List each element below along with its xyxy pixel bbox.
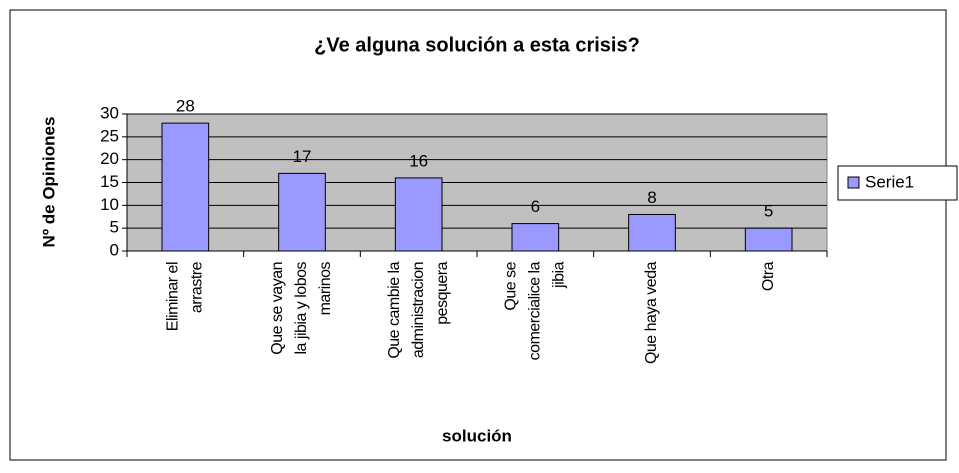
data-label: 5 xyxy=(764,202,773,221)
y-tick-label: 30 xyxy=(100,103,119,122)
x-tick-label: Eliminar el xyxy=(165,262,182,331)
bar xyxy=(278,172,326,252)
data-label: 16 xyxy=(409,151,428,170)
bar xyxy=(744,227,793,252)
x-axis-label: solución xyxy=(442,426,512,445)
data-label: 6 xyxy=(531,197,540,216)
x-tick-label: marinos xyxy=(317,262,334,316)
y-tick-label: 10 xyxy=(100,195,119,214)
x-tick-label: Que se xyxy=(503,261,520,310)
bar xyxy=(628,213,676,252)
y-tick-label: 25 xyxy=(100,126,119,145)
data-label: 17 xyxy=(293,147,312,166)
x-tick-label: Que se vayan xyxy=(269,262,286,355)
x-tick-label: jibia xyxy=(551,261,568,289)
legend-label: Serie1 xyxy=(865,172,914,191)
y-tick-label: 0 xyxy=(110,240,119,259)
bar xyxy=(161,122,210,252)
legend-swatch xyxy=(847,176,860,189)
x-tick-label: arrastre xyxy=(189,261,206,313)
x-tick-label: la jibia y lobos xyxy=(293,262,310,355)
data-label: 8 xyxy=(647,188,656,207)
y-axis-label: Nº de Opiniones xyxy=(39,117,58,248)
y-tick-label: 5 xyxy=(110,218,119,237)
x-tick-label: Otra xyxy=(760,261,777,291)
x-tick-label: comercialice la xyxy=(527,261,544,360)
y-tick-label: 15 xyxy=(100,172,119,191)
x-tick-label: pesquera xyxy=(434,261,451,324)
x-tick-label: Que haya veda xyxy=(643,261,660,364)
x-tick-label: Que cambie la xyxy=(386,261,403,358)
x-tick-label: administracion xyxy=(410,262,427,358)
bar xyxy=(511,223,560,252)
chart-title: ¿Ve alguna solución a esta crisis? xyxy=(314,34,640,56)
y-tick-label: 20 xyxy=(100,149,119,168)
bar xyxy=(394,177,443,252)
data-label: 28 xyxy=(176,97,195,116)
